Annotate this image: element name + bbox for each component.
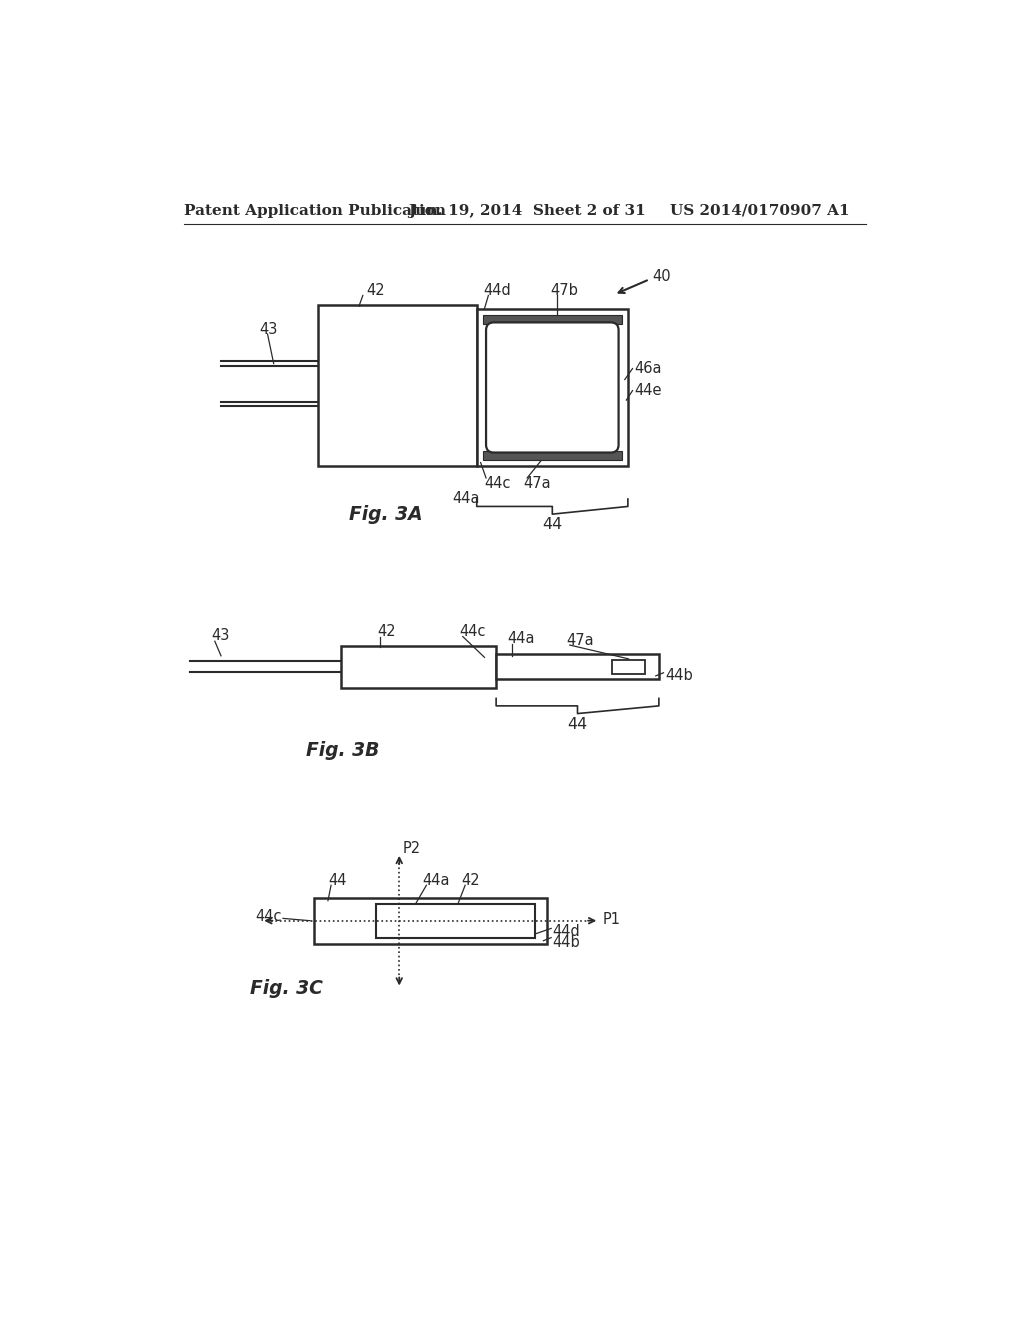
Bar bbox=[314, 898, 547, 944]
Text: 47a: 47a bbox=[566, 632, 594, 648]
FancyBboxPatch shape bbox=[486, 322, 618, 453]
Text: P1: P1 bbox=[602, 912, 621, 928]
Bar bbox=[483, 314, 622, 323]
Text: Fig. 3B: Fig. 3B bbox=[306, 741, 380, 760]
Text: 44: 44 bbox=[567, 717, 588, 731]
Text: Fig. 3C: Fig. 3C bbox=[251, 979, 324, 998]
Text: 44a: 44a bbox=[452, 491, 479, 507]
Text: 44b: 44b bbox=[665, 668, 693, 684]
Text: 42: 42 bbox=[461, 873, 480, 888]
Bar bbox=[496, 655, 658, 678]
Text: 40: 40 bbox=[652, 269, 672, 284]
Text: 46a: 46a bbox=[634, 362, 662, 376]
Text: 44b: 44b bbox=[553, 935, 581, 950]
Text: 44a: 44a bbox=[508, 631, 536, 647]
Text: 44c: 44c bbox=[460, 624, 486, 639]
Text: 44e: 44e bbox=[634, 383, 662, 399]
Bar bbox=[376, 904, 535, 937]
Text: 44c: 44c bbox=[255, 909, 282, 924]
Text: 44: 44 bbox=[328, 873, 346, 888]
Text: 44c: 44c bbox=[484, 475, 511, 491]
Text: 42: 42 bbox=[366, 284, 385, 298]
Text: 43: 43 bbox=[212, 628, 230, 643]
Text: 47a: 47a bbox=[523, 475, 551, 491]
Bar bbox=[612, 660, 645, 673]
Bar bbox=[483, 451, 622, 461]
Text: 47b: 47b bbox=[550, 284, 579, 298]
Text: Jun. 19, 2014  Sheet 2 of 31: Jun. 19, 2014 Sheet 2 of 31 bbox=[409, 203, 646, 218]
Text: 44d: 44d bbox=[483, 284, 511, 298]
Text: 44d: 44d bbox=[553, 924, 581, 939]
Text: 44: 44 bbox=[542, 517, 562, 532]
Bar bbox=[317, 305, 477, 466]
Text: P2: P2 bbox=[403, 841, 421, 855]
Bar bbox=[477, 309, 628, 466]
Text: 42: 42 bbox=[378, 624, 396, 639]
Text: Fig. 3A: Fig. 3A bbox=[349, 506, 423, 524]
Bar bbox=[341, 645, 496, 688]
Text: Patent Application Publication: Patent Application Publication bbox=[183, 203, 445, 218]
Text: 43: 43 bbox=[260, 322, 279, 337]
Text: US 2014/0170907 A1: US 2014/0170907 A1 bbox=[671, 203, 850, 218]
Text: 44a: 44a bbox=[423, 873, 450, 888]
